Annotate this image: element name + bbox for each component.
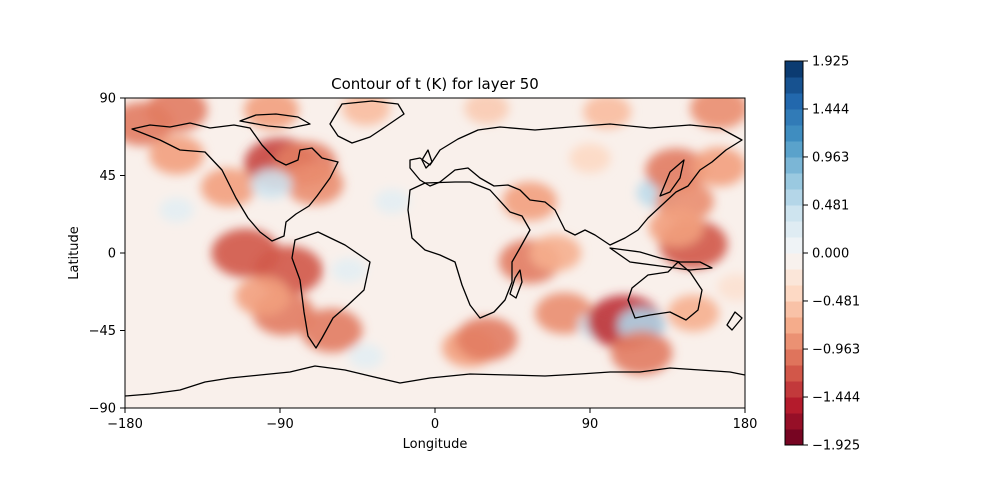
contour-feature xyxy=(149,135,205,175)
contour-feature xyxy=(502,181,558,221)
contour-feature xyxy=(300,308,363,353)
x-tick-label: −90 xyxy=(266,417,293,432)
y-tick-label: 0 xyxy=(108,247,116,262)
coastline-indonesia xyxy=(609,247,713,271)
contour-feature xyxy=(529,234,582,272)
coastline-antarctica xyxy=(125,365,745,397)
contour-feature xyxy=(374,188,410,214)
contour-feature xyxy=(583,98,632,129)
chart-title: Contour of t (K) for layer 50 xyxy=(331,75,539,93)
contour-feature xyxy=(331,257,367,283)
contour-feature xyxy=(717,273,745,302)
colorbar-segment xyxy=(785,221,803,238)
colorbar-segment xyxy=(785,157,803,174)
colorbar-segment xyxy=(785,205,803,222)
x-tick-label: −180 xyxy=(107,417,143,432)
colorbar-segment xyxy=(785,61,803,78)
x-tick-label: 180 xyxy=(733,417,758,432)
contour-feature xyxy=(342,98,391,126)
coastline-south-america xyxy=(291,231,371,349)
colorbar-segment xyxy=(785,77,803,94)
colorbar-segment xyxy=(785,125,803,142)
contour-feature xyxy=(200,167,256,208)
contour-feature xyxy=(285,163,344,205)
y-axis-ticks: −90 −45 0 45 90 xyxy=(89,92,125,417)
colorbar-tick-label: 1.444 xyxy=(812,102,849,117)
colorbar-segment xyxy=(785,93,803,110)
colorbar-segment xyxy=(785,397,803,414)
colorbar xyxy=(785,61,803,446)
contour-feature xyxy=(690,98,745,130)
x-tick-label: 90 xyxy=(582,417,599,432)
colorbar-tick-label: 0.000 xyxy=(812,247,849,262)
contour-feature xyxy=(235,276,291,316)
y-tick-label: −45 xyxy=(89,324,116,339)
colorbar-segment xyxy=(785,237,803,254)
coastline-new-zealand xyxy=(726,311,743,331)
contour-feature xyxy=(464,98,510,125)
colorbar-segment xyxy=(785,429,803,446)
contour-feature xyxy=(691,147,745,187)
colorbar-segment xyxy=(785,285,803,302)
colorbar-segment xyxy=(785,141,803,158)
colorbar-segment xyxy=(785,317,803,334)
colorbar-tick-label: −0.481 xyxy=(812,294,860,309)
colorbar-tick-label: −0.963 xyxy=(812,343,860,358)
colorbar-segment xyxy=(785,301,803,318)
contour-feature xyxy=(610,330,673,375)
colorbar-segment xyxy=(785,413,803,430)
x-tick-label: 0 xyxy=(431,417,439,432)
coastline-japan xyxy=(659,159,685,197)
contour-feature xyxy=(648,207,704,247)
colorbar-tick-label: 0.481 xyxy=(812,199,849,214)
coastlines xyxy=(125,100,745,397)
y-axis-label: Latitude xyxy=(67,226,82,280)
colorbar-segment xyxy=(785,365,803,382)
coastline-madagascar xyxy=(509,269,523,299)
coastline-arctic-islands xyxy=(239,113,311,129)
coastline-africa xyxy=(407,181,531,319)
x-axis-label: Longitude xyxy=(403,437,468,452)
y-tick-label: 45 xyxy=(99,169,116,184)
coastline-north-america xyxy=(131,122,339,242)
colorbar-tick-label: −1.444 xyxy=(812,391,860,406)
colorbar-ticks: 1.925 1.444 0.963 0.481 0.000 −0.481 −0.963 −1.… xyxy=(803,55,860,454)
colorbar-segment xyxy=(785,173,803,190)
coastline-greenland xyxy=(329,100,405,144)
colorbar-segment xyxy=(785,189,803,206)
y-tick-label: 90 xyxy=(99,92,116,107)
coastline-uk xyxy=(421,149,433,169)
colorbar-tick-label: −1.925 xyxy=(812,439,860,454)
x-axis-ticks: −180 −90 0 90 180 xyxy=(107,408,757,432)
colorbar-segment xyxy=(785,269,803,286)
colorbar-segment xyxy=(785,381,803,398)
contour-feature xyxy=(569,143,611,174)
contour-feature xyxy=(250,169,293,199)
plot-area xyxy=(125,98,745,408)
coastline-australia xyxy=(627,261,703,321)
contour-feature xyxy=(159,197,195,223)
colorbar-segment xyxy=(785,333,803,350)
colorbar-segment xyxy=(785,109,803,126)
colorbar-segment xyxy=(785,349,803,366)
contour-feature xyxy=(125,101,174,146)
colorbar-tick-label: 1.925 xyxy=(812,55,849,70)
contour-feature xyxy=(455,317,518,362)
y-tick-label: −90 xyxy=(89,402,116,417)
colorbar-tick-label: 0.963 xyxy=(812,150,849,165)
contour-feature xyxy=(348,343,384,369)
coastline-europe-asia xyxy=(409,123,743,246)
colorbar-segment xyxy=(785,253,803,270)
